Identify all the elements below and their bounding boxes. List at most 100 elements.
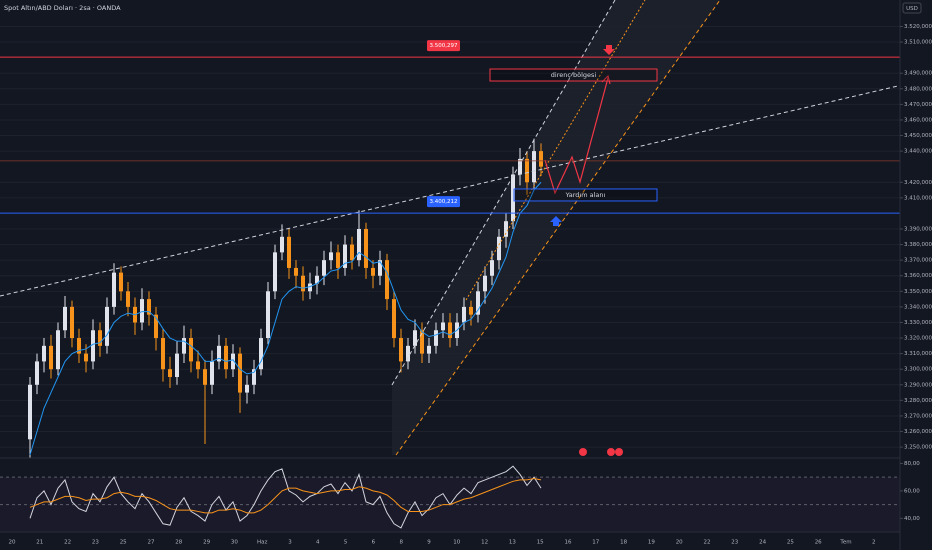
chart-title: Spot Altın/ABD Doları · 2sa · OANDA bbox=[4, 4, 121, 12]
down-arrow-icon bbox=[603, 45, 615, 55]
trend-line bbox=[0, 77, 932, 297]
y-tick-label: 3.410,000 bbox=[904, 195, 932, 201]
x-tick-label: 28 bbox=[175, 540, 182, 546]
candle-body bbox=[357, 229, 361, 261]
x-tick-label: Tem bbox=[839, 540, 851, 546]
candle-body bbox=[504, 221, 508, 237]
zone-label: Yardım alanı bbox=[565, 191, 606, 199]
x-tick-label: 26 bbox=[815, 540, 822, 546]
candle-body bbox=[245, 384, 249, 393]
candle-body bbox=[287, 236, 291, 268]
axes: 3.250,000 3.260,000 3.270,000 3.280,000 3.29… bbox=[9, 24, 932, 546]
y-tick-label: 3.320,000 bbox=[904, 336, 932, 342]
candle-body bbox=[476, 291, 480, 315]
y-tick-label: 3.340,000 bbox=[904, 304, 932, 310]
y-tick-label: 3.260,000 bbox=[904, 429, 932, 435]
candle-body bbox=[112, 272, 116, 307]
candle-body bbox=[392, 299, 396, 339]
y-tick-label: 3.280,000 bbox=[904, 398, 932, 404]
y-tick-label: 3.370,000 bbox=[904, 258, 932, 264]
x-tick-label: 25 bbox=[787, 540, 794, 546]
x-tick-label: 23 bbox=[92, 540, 99, 546]
x-tick-label: 30 bbox=[231, 540, 238, 546]
candle-body bbox=[532, 151, 536, 183]
candle-body bbox=[189, 338, 193, 362]
candle-body bbox=[322, 260, 326, 276]
y-tick-label: 3.300,000 bbox=[904, 367, 932, 373]
candle-body bbox=[280, 236, 284, 253]
zone-label: direnç bölgesi bbox=[551, 71, 597, 79]
x-tick-label: 9 bbox=[427, 540, 431, 546]
y-tick-label: 3.350,000 bbox=[904, 289, 932, 295]
x-tick-label: 16 bbox=[565, 540, 572, 546]
candle-body bbox=[210, 361, 214, 385]
candle-body bbox=[161, 338, 165, 370]
rsi-signal bbox=[29, 478, 542, 514]
candle-body bbox=[462, 306, 466, 323]
candle-body bbox=[329, 252, 333, 261]
event-icon bbox=[607, 448, 615, 456]
y-tick-label: 3.450,000 bbox=[904, 133, 932, 139]
x-tick-label: 5 bbox=[344, 540, 348, 546]
x-tick-label: 17 bbox=[592, 540, 599, 546]
level-tag bbox=[427, 196, 460, 208]
moving-average bbox=[29, 181, 542, 456]
y-tick-label: 3.290,000 bbox=[904, 382, 932, 388]
y-tick-label: 3.330,000 bbox=[904, 320, 932, 326]
candle-body bbox=[196, 361, 200, 370]
x-tick-label: 21 bbox=[36, 540, 43, 546]
candle-body bbox=[154, 314, 158, 339]
candle-body bbox=[301, 275, 305, 292]
candle-body bbox=[56, 330, 60, 370]
candle-body bbox=[203, 369, 207, 385]
x-tick-label: 29 bbox=[203, 540, 210, 546]
currency[interactable]: USD bbox=[906, 6, 918, 12]
y-tick-label: 3.270,000 bbox=[904, 413, 932, 419]
candle-body bbox=[147, 299, 151, 315]
candle-body bbox=[119, 272, 123, 292]
candle-body bbox=[448, 322, 452, 339]
candle-body bbox=[140, 299, 144, 323]
x-tick-label: 12 bbox=[481, 540, 488, 546]
candle-body bbox=[42, 345, 46, 362]
candle-body bbox=[539, 151, 543, 167]
price-axis bbox=[900, 0, 932, 550]
candle-body bbox=[77, 338, 81, 354]
candle-body bbox=[49, 345, 53, 370]
candle-body bbox=[441, 322, 445, 331]
candle-body bbox=[434, 330, 438, 346]
y-tick-label: 3.520,000 bbox=[904, 24, 932, 30]
x-tick-label: 22 bbox=[704, 540, 711, 546]
event-icon bbox=[579, 448, 587, 456]
candle-body bbox=[483, 275, 487, 292]
candle-body bbox=[525, 158, 529, 183]
candle-body bbox=[511, 174, 515, 222]
candle-body bbox=[98, 330, 102, 346]
x-tick-label: 15 bbox=[537, 540, 544, 546]
candle-body bbox=[91, 330, 95, 362]
candle-body bbox=[371, 267, 375, 276]
candle-body bbox=[364, 229, 368, 268]
x-tick-label: 22 bbox=[64, 540, 71, 546]
currency-box[interactable] bbox=[902, 2, 922, 14]
x-tick-label: 8 bbox=[399, 540, 403, 546]
x-tick-label: 18 bbox=[620, 540, 627, 546]
candle-body bbox=[175, 353, 179, 377]
candle-body bbox=[84, 353, 88, 362]
candle-body bbox=[105, 306, 109, 346]
candle-body bbox=[70, 306, 74, 339]
candle-body bbox=[168, 369, 172, 377]
y-tick-label: 3.480,000 bbox=[904, 86, 932, 92]
y-tick-label: 3.490,000 bbox=[904, 71, 932, 77]
candles bbox=[28, 138, 543, 458]
indicator-lines bbox=[29, 181, 542, 529]
candle-body bbox=[350, 244, 354, 261]
candle-body bbox=[238, 353, 242, 393]
y-tick-label: 3.360,000 bbox=[904, 273, 932, 279]
level-tag-label: 3.400,212 bbox=[430, 199, 458, 205]
candle-body bbox=[273, 252, 277, 292]
y-tick-label: 3.250,000 bbox=[904, 445, 932, 451]
